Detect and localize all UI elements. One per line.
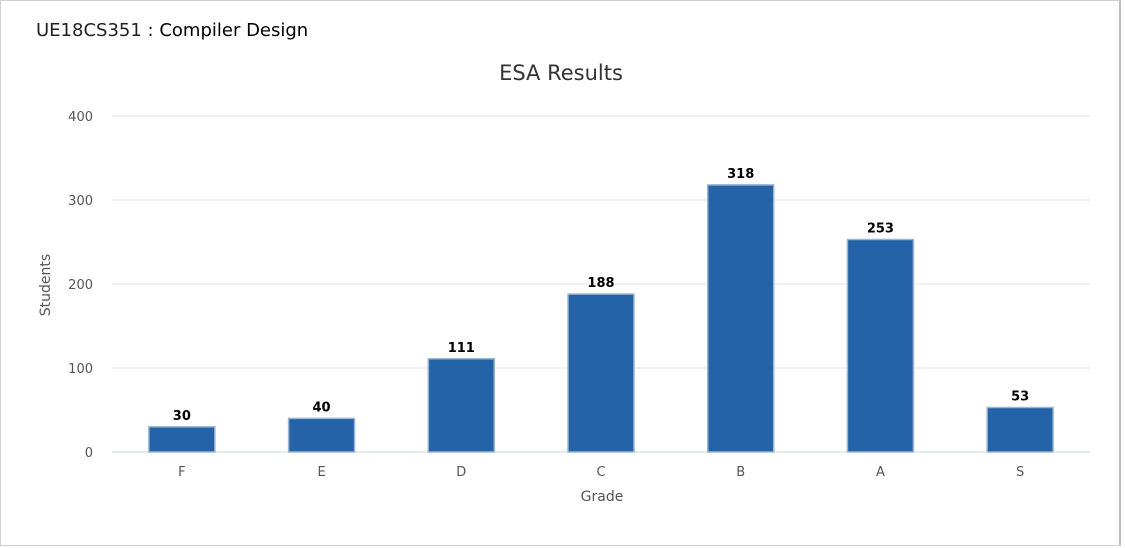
x-tick-label: B [736,465,745,480]
y-axis-ticks: 0 100 200 300 400 [68,110,93,461]
bar-D[interactable] [427,358,496,453]
title-separator: : [141,20,160,41]
course-name: Compiler Design [159,20,309,41]
x-tick-label: C [596,465,605,480]
data-label-C: 188 [587,276,614,291]
y-tick-label: 100 [68,362,93,377]
page-title: UE18CS351 : Compiler Design [36,20,308,41]
x-tick-label: F [178,465,185,480]
x-tick-label: E [317,465,325,480]
data-label-S: 53 [1011,389,1029,404]
bar-series [148,184,1054,453]
data-label-F: 30 [173,409,191,424]
bar-B[interactable] [706,184,775,453]
y-tick-label: 200 [68,278,93,293]
bar-E[interactable] [287,417,356,453]
y-axis-title: Students [38,254,54,316]
y-tick-label: 400 [68,110,93,125]
bar-S[interactable] [986,406,1054,453]
chart-title: ESA Results [499,61,623,85]
x-tick-label: A [876,465,885,480]
data-label-B: 318 [727,167,754,182]
course-code: UE18CS351 [36,20,142,41]
x-tick-label: S [1016,465,1024,480]
y-tick-label: 300 [68,194,93,209]
data-label-D: 111 [448,341,475,356]
bar-A[interactable] [846,238,915,453]
data-label-E: 40 [313,400,331,415]
x-tick-label: D [456,465,466,480]
bar-C[interactable] [567,293,635,453]
x-axis-title: Grade [581,489,624,505]
y-tick-label: 0 [85,446,93,461]
data-labels: 30 40 111 188 318 253 53 [173,167,1029,424]
bar-F[interactable] [148,426,216,453]
data-label-A: 253 [867,221,894,236]
